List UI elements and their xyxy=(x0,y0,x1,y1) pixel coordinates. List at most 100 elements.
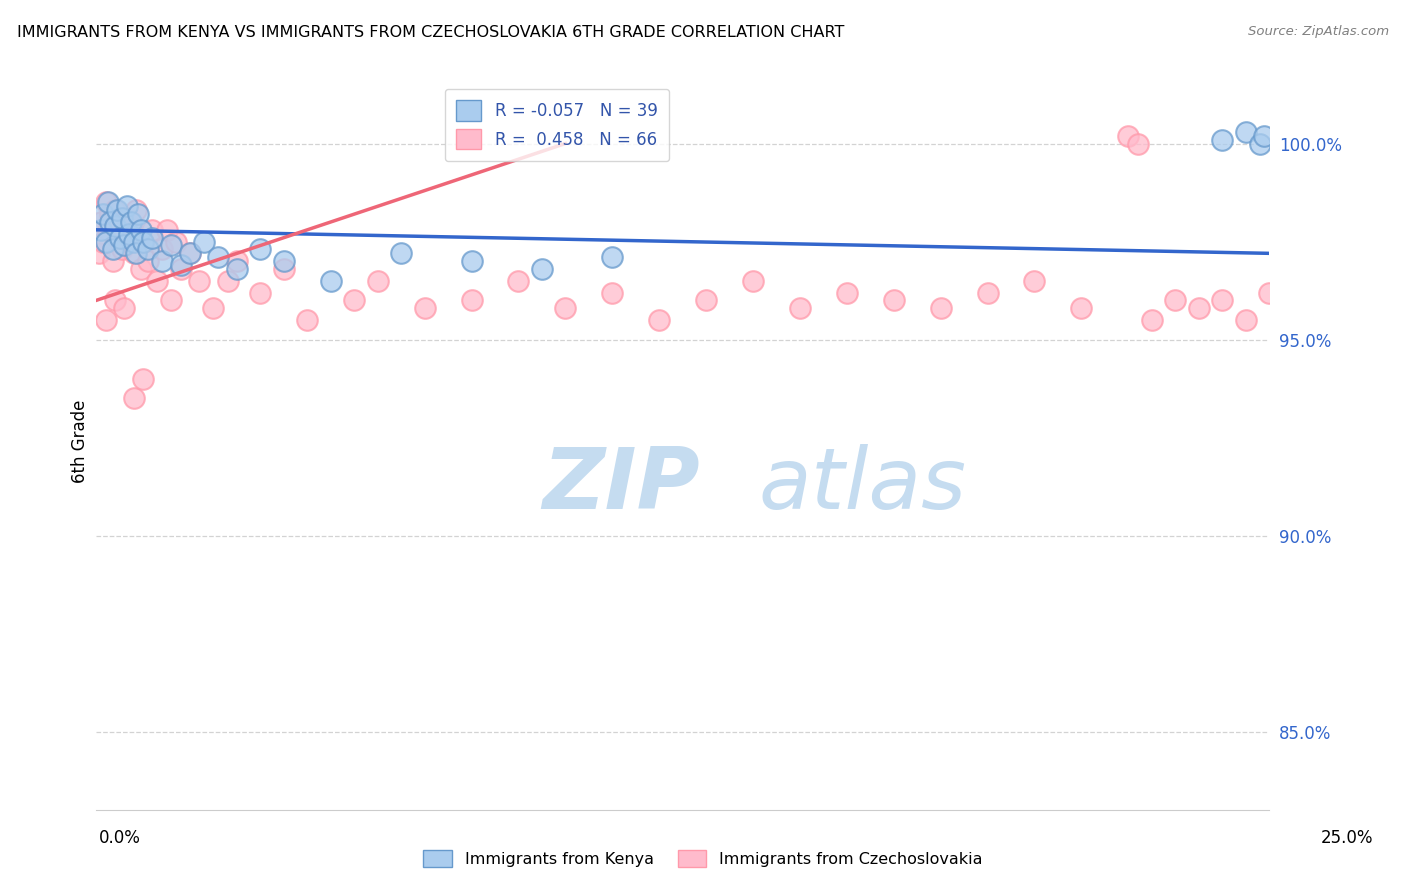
Point xyxy=(97,223,120,237)
Point xyxy=(460,293,482,308)
Point xyxy=(132,235,155,249)
Point xyxy=(179,246,201,260)
Point xyxy=(160,293,183,308)
Point xyxy=(112,301,135,316)
Point xyxy=(554,301,576,316)
Text: 25.0%: 25.0% xyxy=(1320,829,1374,847)
Text: Source: ZipAtlas.com: Source: ZipAtlas.com xyxy=(1249,25,1389,38)
Point xyxy=(118,235,141,249)
Point xyxy=(1188,301,1211,316)
Y-axis label: 6th Grade: 6th Grade xyxy=(72,400,89,483)
Point xyxy=(1164,293,1187,308)
Point xyxy=(695,293,717,308)
Point xyxy=(94,313,117,327)
Point xyxy=(118,227,141,241)
Text: ZIP: ZIP xyxy=(541,444,700,527)
Point xyxy=(98,207,121,221)
Point xyxy=(120,219,142,233)
Point xyxy=(120,215,142,229)
Point xyxy=(122,392,145,406)
Point xyxy=(226,254,249,268)
Point xyxy=(111,243,134,257)
Text: atlas: atlas xyxy=(759,444,967,527)
Point xyxy=(343,293,366,308)
Point xyxy=(508,274,530,288)
Point xyxy=(202,301,225,316)
Point xyxy=(91,235,114,249)
Point xyxy=(179,246,201,260)
Point xyxy=(1234,313,1257,327)
Point xyxy=(193,235,215,249)
Point xyxy=(319,274,342,288)
Point xyxy=(413,301,436,316)
Legend: Immigrants from Kenya, Immigrants from Czechoslovakia: Immigrants from Kenya, Immigrants from C… xyxy=(416,844,990,873)
Point xyxy=(125,246,148,260)
Point xyxy=(105,230,128,244)
Point xyxy=(226,262,249,277)
Text: IMMIGRANTS FROM KENYA VS IMMIGRANTS FROM CZECHOSLOVAKIA 6TH GRADE CORRELATION CH: IMMIGRANTS FROM KENYA VS IMMIGRANTS FROM… xyxy=(17,25,844,40)
Point xyxy=(169,258,191,272)
Point xyxy=(115,211,138,225)
Point xyxy=(97,195,120,210)
Point xyxy=(389,246,412,260)
Point xyxy=(188,274,211,288)
Point xyxy=(150,254,173,268)
Point xyxy=(104,203,127,218)
Point xyxy=(273,262,295,277)
Point xyxy=(127,207,149,221)
Point xyxy=(217,274,239,288)
Point xyxy=(141,223,163,237)
Point xyxy=(1118,128,1140,143)
Point xyxy=(1211,133,1233,147)
Point xyxy=(297,313,319,327)
Point xyxy=(1258,285,1281,300)
Point xyxy=(108,230,131,244)
Point xyxy=(883,293,905,308)
Point xyxy=(150,243,173,257)
Point xyxy=(112,223,135,237)
Text: 0.0%: 0.0% xyxy=(98,829,141,847)
Point xyxy=(530,262,553,277)
Point xyxy=(94,235,117,249)
Point xyxy=(125,203,148,218)
Point xyxy=(132,235,155,249)
Point xyxy=(929,301,952,316)
Point xyxy=(90,215,112,229)
Point xyxy=(169,262,191,277)
Point xyxy=(1126,136,1149,151)
Point xyxy=(249,285,271,300)
Point xyxy=(136,243,159,257)
Point xyxy=(648,313,671,327)
Point xyxy=(1249,136,1271,151)
Point xyxy=(122,246,145,260)
Point xyxy=(87,246,110,260)
Point xyxy=(104,293,127,308)
Point xyxy=(90,223,112,237)
Point xyxy=(104,219,127,233)
Point xyxy=(129,223,152,237)
Point xyxy=(1253,128,1275,143)
Point xyxy=(111,211,134,225)
Point xyxy=(1211,293,1233,308)
Point xyxy=(136,254,159,268)
Point xyxy=(460,254,482,268)
Point xyxy=(742,274,765,288)
Point xyxy=(115,199,138,213)
Point xyxy=(101,254,124,268)
Point xyxy=(112,238,135,252)
Point xyxy=(141,230,163,244)
Point xyxy=(1140,313,1163,327)
Point xyxy=(98,215,121,229)
Point xyxy=(1234,125,1257,139)
Point xyxy=(207,250,229,264)
Point xyxy=(1024,274,1046,288)
Point xyxy=(835,285,858,300)
Point xyxy=(155,223,177,237)
Point xyxy=(1070,301,1092,316)
Point xyxy=(108,215,131,229)
Point xyxy=(976,285,998,300)
Legend: R = -0.057   N = 39, R =  0.458   N = 66: R = -0.057 N = 39, R = 0.458 N = 66 xyxy=(444,88,669,161)
Point xyxy=(789,301,811,316)
Point xyxy=(105,203,128,218)
Point xyxy=(367,274,389,288)
